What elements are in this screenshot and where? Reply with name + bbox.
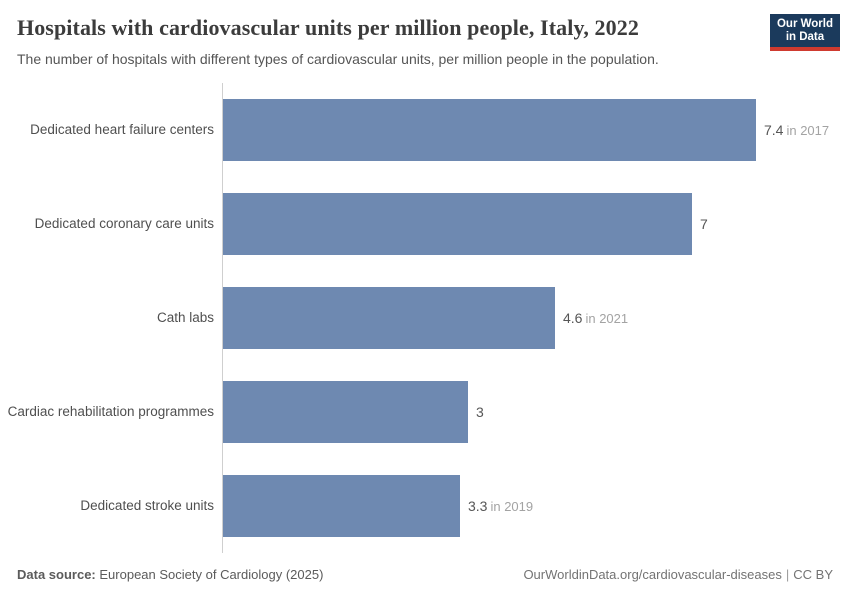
- bar-row: Cardiac rehabilitation programmes 3: [0, 365, 850, 459]
- bar-row: Cath labs 4.6 in 2021: [0, 271, 850, 365]
- bar-row: Dedicated coronary care units 7: [0, 177, 850, 271]
- license-label[interactable]: CC BY: [793, 567, 833, 582]
- category-label: Dedicated coronary care units: [34, 216, 214, 231]
- chart-title: Hospitals with cardiovascular units per …: [17, 15, 639, 40]
- value-label: 7: [700, 216, 708, 232]
- bar-row: Dedicated stroke units 3.3 in 2019: [0, 459, 850, 553]
- bar[interactable]: [223, 287, 555, 349]
- bar[interactable]: [223, 99, 756, 161]
- value-year-annotation: in 2021: [585, 311, 629, 326]
- bar-row: Dedicated heart failure centers 7.4 in 20…: [0, 83, 850, 177]
- y-axis-line: [222, 83, 223, 553]
- bar[interactable]: [223, 381, 468, 443]
- chart-footer: Data source: European Society of Cardiol…: [17, 567, 833, 582]
- value-label: 7.4 in 2017: [764, 122, 830, 138]
- data-source-label: Data source:: [17, 567, 96, 582]
- data-source-value: European Society of Cardiology (2025): [99, 567, 324, 582]
- owid-logo-text: Our World in Data: [776, 17, 833, 43]
- value-label: 3.3 in 2019: [468, 498, 534, 514]
- value-label: 3: [476, 404, 484, 420]
- chart-area: Dedicated heart failure centers 7.4 in 20…: [0, 83, 850, 553]
- footer-url[interactable]: OurWorldinData.org/cardiovascular-diseas…: [523, 567, 782, 582]
- data-source: Data source: European Society of Cardiol…: [17, 567, 323, 582]
- owid-logo[interactable]: Our World in Data: [770, 14, 840, 47]
- bar[interactable]: [223, 475, 460, 537]
- owid-logo-accent-bar: [770, 47, 840, 51]
- chart-subtitle: The number of hospitals with different t…: [17, 51, 659, 67]
- footer-separator: |: [785, 567, 790, 582]
- value-year-annotation: in 2017: [786, 123, 830, 138]
- category-label: Cath labs: [156, 310, 214, 325]
- footer-credits: OurWorldinData.org/cardiovascular-diseas…: [523, 567, 833, 582]
- category-label: Dedicated stroke units: [80, 498, 214, 513]
- category-label: Cardiac rehabilitation programmes: [7, 404, 214, 419]
- bar[interactable]: [223, 193, 692, 255]
- category-label: Dedicated heart failure centers: [30, 122, 214, 137]
- value-year-annotation: in 2019: [490, 499, 534, 514]
- value-label: 4.6 in 2021: [563, 310, 629, 326]
